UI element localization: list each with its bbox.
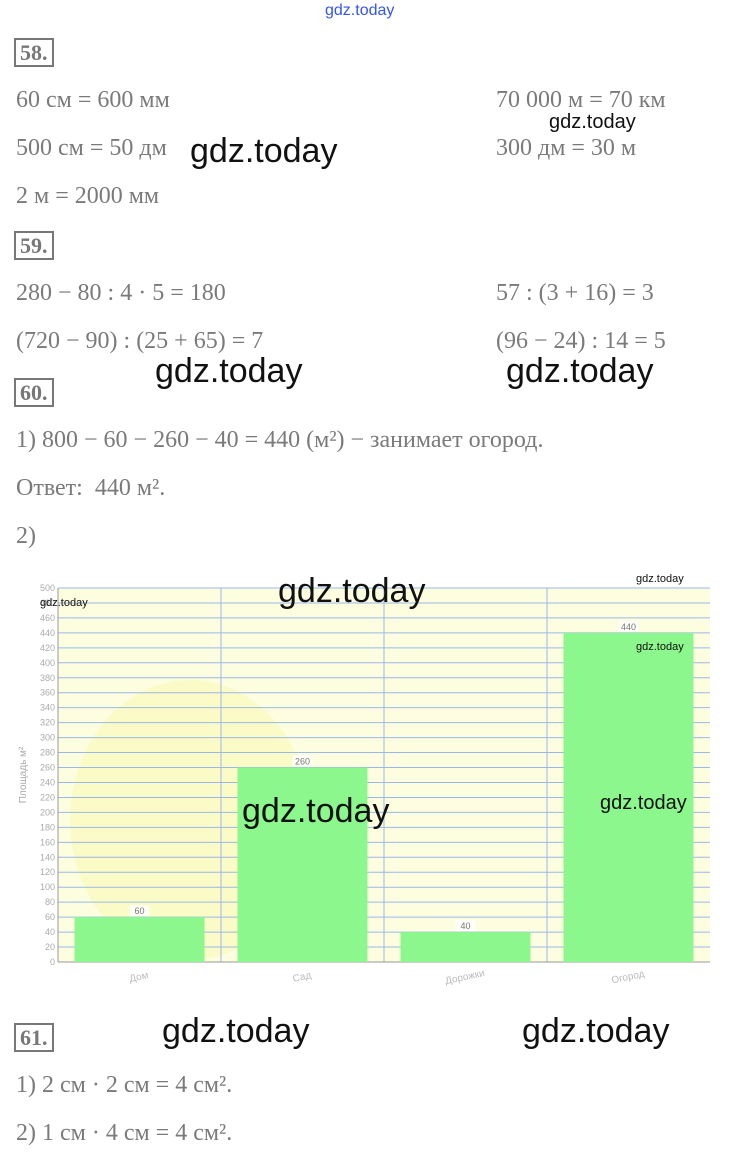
equation: (720 − 90) : (25 + 65) = 7 bbox=[16, 328, 264, 354]
y-tick-label: 20 bbox=[45, 942, 55, 952]
y-tick-label: 100 bbox=[40, 882, 55, 892]
value-label-bg bbox=[129, 905, 150, 917]
y-tick-label: 80 bbox=[45, 897, 55, 907]
y-tick-label: 480 bbox=[40, 598, 55, 608]
y-tick-label: 340 bbox=[40, 703, 55, 713]
watermark: gdz.today bbox=[162, 1012, 310, 1050]
y-tick-label: 220 bbox=[40, 792, 55, 802]
x-tick-label: Сад bbox=[292, 970, 313, 985]
x-tick-label: Огород bbox=[610, 969, 645, 987]
y-tick-label: 300 bbox=[40, 733, 55, 743]
y-tick-label: 360 bbox=[40, 688, 55, 698]
watermark: gdz.today bbox=[636, 573, 684, 585]
watermark: gdz.today bbox=[506, 352, 654, 390]
bar bbox=[237, 767, 368, 962]
watermark: gdz.today bbox=[522, 1012, 670, 1050]
y-tick-label: 420 bbox=[40, 643, 55, 653]
y-tick-label: 120 bbox=[40, 867, 55, 877]
watermark: gdz.today bbox=[600, 792, 687, 814]
y-tick-label: 200 bbox=[40, 807, 55, 817]
watermark: gdz.today bbox=[155, 352, 303, 390]
chart: 0 20 40 60 80 100 120 140 160 180 200 220 240 260 280 3… bbox=[18, 583, 710, 987]
value-label: 440 bbox=[621, 622, 636, 632]
equation: 2 м = 2000 мм bbox=[16, 183, 160, 209]
equation: 60 см = 600 мм bbox=[16, 87, 170, 113]
x-tick-label: Дорожки bbox=[444, 968, 486, 987]
value-label-bg bbox=[292, 755, 313, 767]
y-tick-label: 280 bbox=[40, 748, 55, 758]
watermark: gdz.today bbox=[549, 111, 636, 133]
equation: 500 см = 50 дм bbox=[16, 135, 167, 161]
equation: 1) 800 − 60 − 260 − 40 = 440 (м²) − зани… bbox=[16, 427, 544, 453]
bar bbox=[563, 632, 694, 962]
value-label-bg bbox=[618, 620, 639, 632]
y-tick-label: 440 bbox=[40, 628, 55, 638]
equation: Ответ: 440 м². bbox=[16, 475, 166, 501]
y-tick-label: 0 bbox=[50, 957, 55, 967]
equation: 280 − 80 : 4 · 5 = 180 bbox=[16, 280, 226, 306]
value-label-bg bbox=[455, 920, 476, 932]
equation: 2) 1 см · 4 см = 4 см². bbox=[16, 1120, 233, 1146]
y-tick-label: 160 bbox=[40, 837, 55, 847]
problem-number: 61. bbox=[14, 1023, 54, 1052]
y-tick-label: 40 bbox=[45, 927, 55, 937]
watermark: gdz.today bbox=[190, 132, 338, 170]
watermark: gdz.today bbox=[40, 597, 88, 609]
value-label: 60 bbox=[134, 906, 144, 916]
equation: (96 − 24) : 14 = 5 bbox=[496, 328, 666, 354]
x-tick-label: Дом bbox=[128, 970, 149, 985]
equation: 70 000 м = 70 км bbox=[496, 87, 666, 113]
equation: 300 дм = 30 м bbox=[496, 135, 637, 161]
y-tick-label: 240 bbox=[40, 777, 55, 787]
y-tick-label: 380 bbox=[40, 673, 55, 683]
y-tick-label: 60 bbox=[45, 912, 55, 922]
bar bbox=[74, 917, 205, 962]
y-tick-label: 500 bbox=[40, 583, 55, 593]
value-label: 40 bbox=[460, 921, 470, 931]
watermark: gdz.today bbox=[325, 2, 395, 19]
problem-number: 60. bbox=[14, 378, 54, 407]
bar bbox=[400, 932, 531, 962]
y-tick-label: 400 bbox=[40, 658, 55, 668]
watermark: gdz.today bbox=[278, 572, 426, 610]
y-tick-label: 260 bbox=[40, 763, 55, 773]
equation: 57 : (3 + 16) = 3 bbox=[496, 280, 654, 306]
equation: 1) 2 см · 2 см = 4 см². bbox=[16, 1072, 233, 1098]
watermark: gdz.today bbox=[242, 792, 390, 830]
problem-number: 59. bbox=[14, 231, 54, 260]
y-tick-label: 320 bbox=[40, 718, 55, 728]
y-tick-label: 460 bbox=[40, 613, 55, 623]
equation: 2) bbox=[16, 523, 36, 549]
watermark: gdz.today bbox=[636, 641, 684, 653]
y-tick-label: 180 bbox=[40, 822, 55, 832]
y-axis-label: Площадь м² bbox=[18, 746, 29, 803]
y-tick-label: 140 bbox=[40, 852, 55, 862]
problem-number: 58. bbox=[14, 38, 54, 67]
value-label: 260 bbox=[295, 757, 310, 767]
